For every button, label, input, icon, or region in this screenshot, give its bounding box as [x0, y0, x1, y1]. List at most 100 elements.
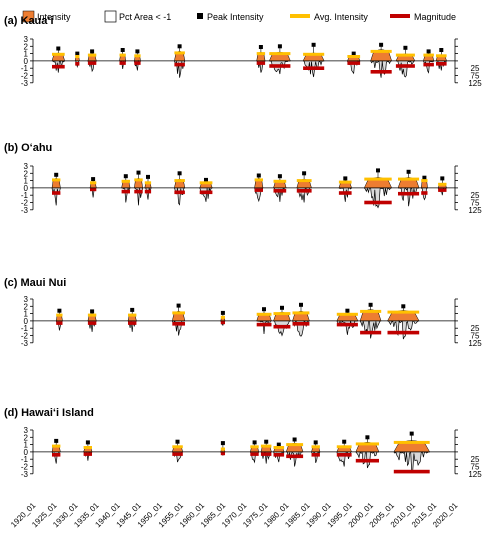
drought-event [83, 440, 93, 461]
magnitude-bar [360, 330, 382, 335]
magnitude-bar [393, 469, 430, 474]
legend-peak-label: Peak Intensity [207, 12, 264, 22]
drought-event [121, 174, 131, 203]
legend-avg-label: Avg. Intensity [314, 12, 368, 22]
left-tick-label: -2 [21, 463, 29, 472]
drought-event [292, 302, 310, 337]
legend-pct-area-swatch [104, 10, 117, 23]
magnitude-bar [338, 191, 352, 195]
magnitude-bar [355, 458, 379, 463]
left-tick-label: -1 [21, 191, 29, 200]
drought-event [87, 309, 97, 332]
magnitude-bar [395, 64, 415, 68]
avg-intensity-bar [303, 52, 325, 56]
panel-title: (c) Maui Nui [4, 277, 66, 289]
drought-event [423, 49, 435, 74]
avg-intensity-bar [199, 181, 213, 185]
avg-intensity-bar [87, 313, 97, 317]
magnitude-bar [220, 451, 225, 456]
avg-intensity-bar [273, 312, 291, 316]
avg-intensity-bar [360, 309, 382, 313]
index-line [355, 451, 379, 469]
drought-event [171, 439, 184, 463]
left-tick-label: -3 [21, 339, 29, 348]
magnitude-bar [387, 330, 420, 335]
drought-event [273, 174, 287, 202]
panel-title: (d) Hawai‘i Island [4, 407, 94, 419]
magnitude-bar [254, 188, 263, 192]
right-tick-label: 125 [468, 339, 482, 348]
index-line [336, 451, 352, 467]
avg-intensity-bar [438, 182, 447, 186]
pct-area-fill [360, 320, 382, 339]
magnitude-bar [56, 321, 63, 325]
drought-event [51, 46, 66, 73]
left-tick-label: 0 [24, 448, 29, 457]
avg-intensity-bar [311, 445, 320, 449]
magnitude-bar [87, 61, 97, 65]
left-tick-label: 1 [24, 441, 29, 450]
pct-area-fill [52, 451, 61, 464]
avg-intensity-bar [172, 445, 183, 449]
avg-intensity-bar [121, 179, 130, 183]
pct-area-fill [121, 187, 131, 203]
magnitude-bar [75, 62, 80, 66]
pct-area-fill [172, 320, 185, 336]
drought-event [370, 42, 393, 78]
pct-area-fill [370, 60, 392, 78]
drought-event [55, 308, 63, 331]
avg-intensity-bar [421, 179, 428, 183]
avg-intensity-bar [144, 181, 152, 185]
legend-pct-area-label: Pct Area < -1 [119, 12, 171, 22]
avg-intensity-bar [260, 444, 272, 448]
right-tick-label: 25 [471, 324, 480, 333]
left-tick-label: -1 [21, 455, 29, 464]
left-tick-label: 2 [24, 302, 29, 311]
pct-area-fill [311, 451, 320, 463]
magnitude-bar [364, 200, 392, 205]
index-line [303, 60, 325, 78]
avg-intensity-bar [172, 311, 185, 315]
magnitude-bar [286, 454, 304, 459]
drought-event [256, 45, 266, 73]
index-line [435, 60, 447, 71]
pct-area-fill [387, 320, 420, 340]
avg-intensity-bar [134, 178, 143, 182]
drought-event [437, 176, 447, 196]
right-tick-label: 125 [468, 79, 482, 88]
pct-area-fill [364, 187, 392, 208]
left-tick-label: -1 [21, 64, 29, 73]
magnitude-bar [52, 64, 65, 69]
avg-intensity-bar [273, 179, 287, 183]
avg-intensity-bar [387, 310, 420, 314]
drought-event [127, 307, 137, 332]
drought-event [359, 302, 382, 339]
avg-intensity-bar [128, 313, 137, 317]
drought-event [395, 45, 416, 78]
magnitude-bar [172, 452, 183, 456]
avg-intensity-bar [174, 51, 185, 55]
avg-intensity-bar [347, 55, 361, 58]
left-tick-label: -3 [21, 470, 29, 479]
index-line [273, 187, 287, 202]
pct-area-fill [90, 187, 97, 198]
left-tick-label: 3 [24, 35, 29, 44]
magnitude-bar [172, 322, 185, 326]
avg-intensity-bar [355, 442, 379, 446]
magnitude-bar [256, 61, 266, 65]
left-tick-label: 1 [24, 50, 29, 59]
right-tick-label: 25 [471, 191, 480, 200]
magnitude-bar [52, 453, 61, 457]
avg-intensity-bar [393, 440, 430, 444]
avg-intensity-bar [292, 311, 310, 315]
drought-event [133, 49, 141, 71]
magnitude-bar [220, 320, 225, 325]
magnitude-bar [260, 452, 272, 456]
magnitude-bar [336, 453, 352, 457]
avg-intensity-bar [370, 49, 392, 53]
drought-event [260, 439, 272, 464]
magnitude-bar [421, 191, 428, 195]
